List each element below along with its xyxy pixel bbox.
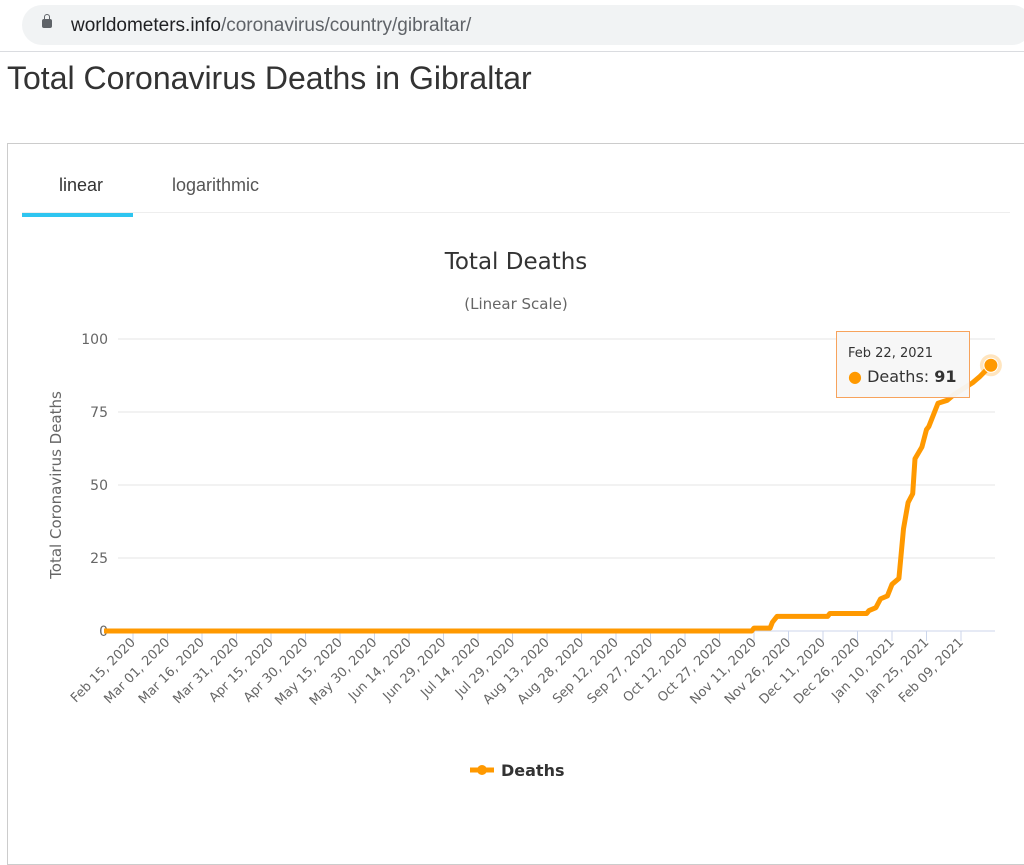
legend-deaths[interactable]: Deaths: [470, 761, 565, 780]
y-tick-label: 50: [90, 478, 108, 494]
chart-subtitle: (Linear Scale): [464, 295, 567, 313]
y-tick-label: 75: [90, 405, 108, 421]
y-tick-label: 100: [81, 332, 108, 348]
tooltip-series: Deaths: [867, 367, 924, 386]
tooltip-value: 91: [934, 367, 956, 386]
series-dot-icon: ●: [848, 367, 862, 386]
hovered-point[interactable]: [984, 358, 998, 372]
series-line-deaths: [104, 365, 991, 631]
chart-title: Total Deaths: [444, 249, 588, 275]
y-axis-label: Total Coronavirus Deaths: [47, 391, 65, 580]
tooltip: Feb 22, 2021 ● Deaths: 91: [836, 331, 970, 398]
legend-label: Deaths: [501, 761, 565, 780]
chart: Total Deaths (Linear Scale) Total Corona…: [0, 0, 1024, 846]
y-tick-label: 25: [90, 551, 108, 567]
tooltip-date: Feb 22, 2021: [848, 346, 933, 361]
